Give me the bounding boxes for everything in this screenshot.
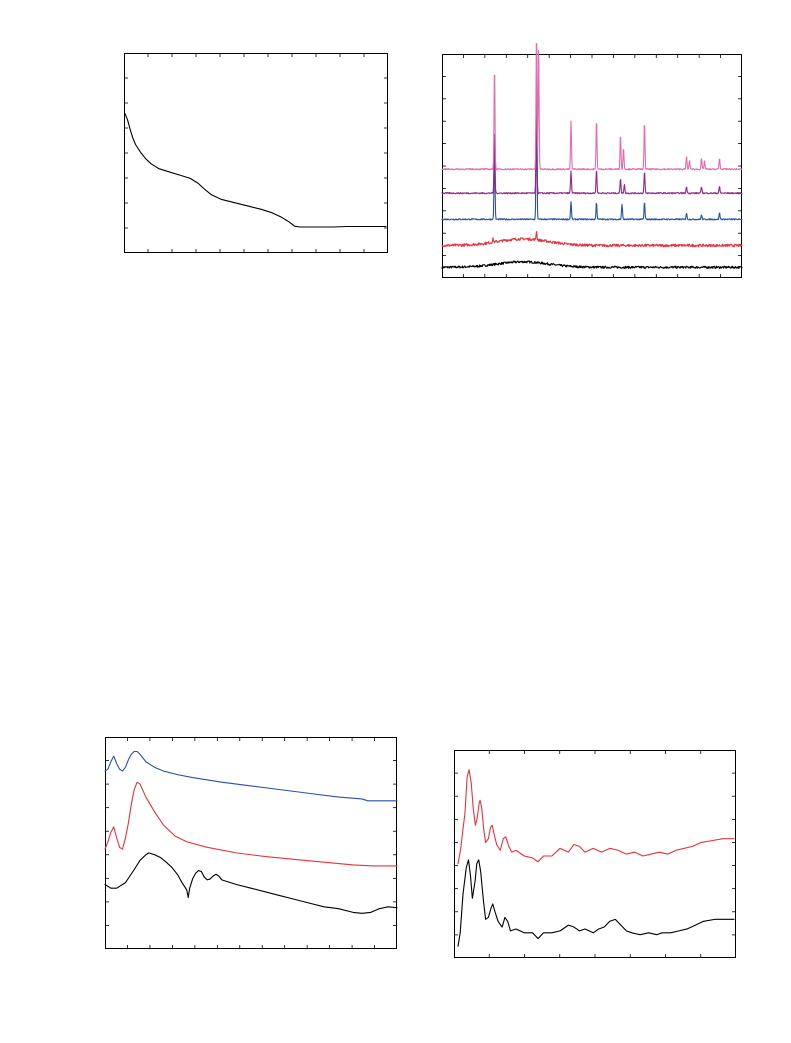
xrd-series-4 [441, 43, 743, 171]
uvvis-series-2 [104, 852, 398, 914]
exafs-series-0 [457, 769, 735, 865]
plot-frame [124, 53, 388, 253]
exafs-chart [454, 750, 736, 958]
plot-frame [105, 737, 397, 949]
uvvis-series-0 [104, 750, 398, 802]
xrd-series-0 [441, 260, 743, 269]
tga-chart [124, 53, 388, 253]
xrd-series-2 [441, 112, 743, 221]
exafs-series-1 [457, 859, 735, 947]
uvvis-chart [104, 737, 398, 949]
tga-series-0 [124, 113, 387, 228]
uvvis-series-1 [104, 781, 398, 867]
xrd-series-3 [441, 94, 743, 195]
xrd-series-1 [441, 231, 743, 248]
xrd-chart [441, 43, 743, 278]
